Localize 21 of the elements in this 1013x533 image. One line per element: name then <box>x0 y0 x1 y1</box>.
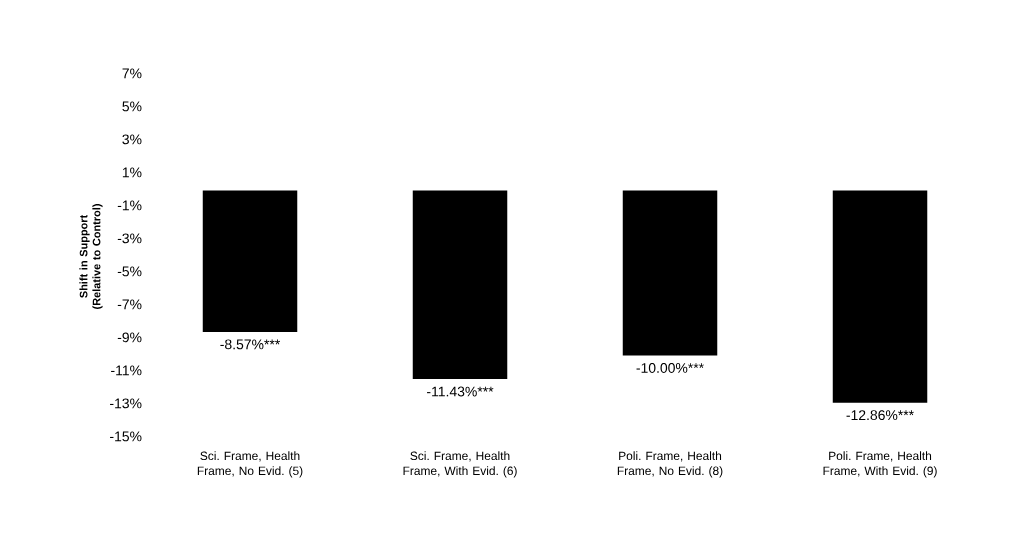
y-tick-label: -15% <box>110 431 142 442</box>
data-label: -8.57%*** <box>220 339 281 350</box>
data-label: -12.86%*** <box>846 410 914 421</box>
y-tick-label: -5% <box>117 266 142 277</box>
x-tick-label: Poli. Frame, Health Frame, No Evid. (8) <box>617 451 723 478</box>
data-label: -10.00%*** <box>636 362 704 373</box>
x-tick-label: Poli. Frame, Health Frame, With Evid. (9) <box>823 451 937 478</box>
x-tick-label: Sci. Frame, Health Frame, No Evid. (5) <box>197 451 303 478</box>
y-tick-label: 3% <box>122 134 142 145</box>
y-tick-label: 1% <box>122 167 142 178</box>
y-tick-label: -1% <box>117 200 142 211</box>
y-tick-label: -11% <box>111 365 142 376</box>
y-tick-label: -7% <box>117 299 142 310</box>
y-axis-title: Shift in Support (Relative to Control) <box>79 204 103 309</box>
y-tick-label: -9% <box>117 332 142 343</box>
y-tick-label: 7% <box>122 68 142 79</box>
data-label: -11.43%*** <box>427 386 494 397</box>
y-tick-label: 5% <box>122 101 142 112</box>
y-tick-label: -13% <box>110 398 142 409</box>
x-tick-label: Sci. Frame, Health Frame, With Evid. (6) <box>403 451 517 478</box>
y-tick-label: -3% <box>117 233 142 244</box>
